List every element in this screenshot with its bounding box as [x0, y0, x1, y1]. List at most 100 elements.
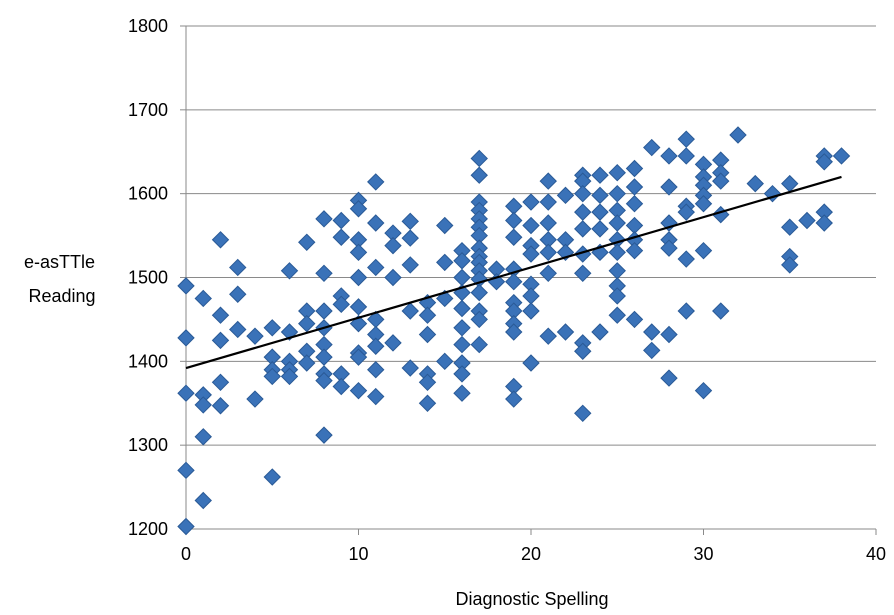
data-point	[574, 184, 592, 203]
data-point	[591, 186, 609, 205]
x-tick-label: 20	[521, 544, 541, 564]
data-point	[505, 390, 523, 408]
x-axis-label: Diagnostic Spelling	[455, 589, 608, 609]
data-point	[677, 302, 695, 320]
data-point	[574, 220, 592, 238]
data-point	[522, 302, 540, 320]
y-tick-label: 1800	[128, 16, 168, 36]
data-point	[418, 373, 437, 391]
data-point	[815, 214, 833, 232]
data-point	[643, 138, 661, 157]
y-tick-label: 1200	[128, 519, 168, 539]
data-point	[349, 268, 368, 287]
data-point	[608, 184, 626, 203]
data-point	[522, 216, 540, 235]
data-point	[522, 245, 540, 263]
data-point	[522, 354, 540, 372]
y-tick-label: 1400	[128, 351, 168, 371]
data-point	[660, 239, 678, 257]
data-point	[263, 319, 281, 337]
data-point	[211, 397, 230, 415]
data-point	[401, 256, 419, 274]
data-point	[505, 323, 523, 341]
data-point	[298, 233, 316, 251]
data-point	[332, 211, 350, 230]
data-point	[470, 283, 488, 302]
data-point	[729, 126, 747, 144]
data-point	[556, 323, 575, 341]
data-point	[229, 320, 247, 339]
data-point	[608, 243, 626, 262]
data-point	[384, 268, 402, 287]
data-point	[608, 287, 626, 305]
data-point	[315, 371, 333, 390]
data-point	[591, 220, 609, 238]
data-point	[798, 211, 816, 230]
data-point	[367, 173, 385, 191]
data-point	[263, 367, 281, 386]
data-point	[229, 285, 247, 303]
data-point	[211, 231, 230, 249]
data-point	[522, 193, 540, 211]
data-point	[591, 323, 609, 341]
data-point	[608, 214, 626, 232]
data-point	[349, 243, 368, 262]
data-point	[643, 341, 661, 360]
data-point	[677, 250, 695, 268]
data-point	[349, 348, 368, 366]
trendline	[185, 175, 842, 370]
data-point	[539, 327, 557, 345]
data-point	[401, 229, 419, 247]
x-tick-labels: 0 10 20 30 40	[181, 544, 886, 564]
data-point	[367, 361, 385, 379]
data-points	[177, 126, 851, 536]
x-tick-label: 30	[693, 544, 713, 564]
data-point	[608, 306, 626, 324]
data-point	[177, 329, 195, 347]
data-point	[712, 172, 730, 190]
data-point	[781, 256, 799, 274]
data-point	[591, 166, 609, 184]
data-point	[539, 172, 557, 190]
data-point	[211, 306, 230, 324]
data-point	[539, 243, 557, 262]
data-point	[194, 289, 212, 308]
data-point	[643, 323, 661, 341]
data-point	[746, 174, 764, 193]
data-point	[246, 390, 264, 408]
data-point	[660, 369, 678, 387]
data-point	[298, 314, 316, 333]
data-point	[453, 365, 471, 383]
data-point	[436, 352, 454, 371]
y-axis-label-line-1: e-asTTle	[24, 252, 95, 272]
data-point	[522, 287, 540, 305]
data-point	[625, 195, 644, 213]
data-point	[436, 253, 454, 272]
data-point	[815, 153, 833, 171]
y-axis-label-line-2: Reading	[28, 286, 95, 306]
trendline-group	[185, 175, 842, 370]
data-point	[591, 203, 609, 221]
data-point	[349, 200, 368, 218]
y-tick-label: 1600	[128, 184, 168, 204]
data-point	[453, 335, 471, 354]
data-point	[625, 241, 644, 260]
data-point	[625, 159, 644, 178]
data-point	[315, 302, 333, 320]
data-point	[177, 461, 195, 480]
data-point	[332, 228, 350, 246]
data-point	[574, 203, 592, 221]
data-point	[177, 384, 195, 402]
data-point	[677, 147, 695, 165]
data-point	[608, 164, 626, 182]
data-point	[367, 214, 385, 232]
data-point	[608, 262, 626, 280]
data-point	[367, 258, 385, 277]
y-tick-labels: 1200 1300 1400 1500 1600 1700 1800	[128, 16, 168, 539]
data-point	[298, 354, 316, 372]
data-point	[694, 195, 713, 213]
data-point	[315, 210, 333, 228]
data-point	[453, 252, 471, 270]
data-point	[453, 268, 471, 287]
